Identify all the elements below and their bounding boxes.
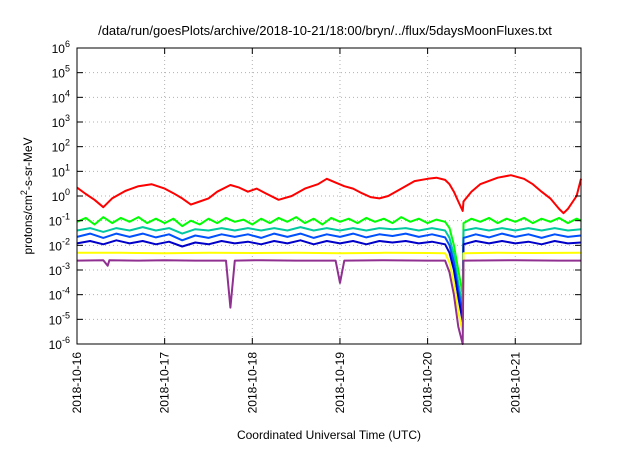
y-tick-label: 106 <box>52 39 70 56</box>
axes: 10-6 10-5 10-4 10-3 10-2 10-1 100 101 102 103 104 1… <box>49 39 581 413</box>
y-tick-label: 104 <box>52 88 70 105</box>
y-tick-label: 105 <box>52 64 70 81</box>
series-line-2 <box>76 216 582 296</box>
series-line-5 <box>76 239 582 323</box>
grid <box>77 48 581 344</box>
y-tick-label: 10-5 <box>49 310 70 327</box>
y-tick-label: 10-2 <box>49 236 70 253</box>
series-line-3 <box>76 226 582 309</box>
x-tick-label: 2018-10-18 <box>245 352 259 414</box>
series-line-4 <box>76 232 582 316</box>
y-tick-label: 10-3 <box>49 261 70 278</box>
x-axis-label: Coordinated Universal Time (UTC) <box>237 428 421 442</box>
y-tick-label: 100 <box>52 187 70 204</box>
y-tick-label: 10-4 <box>49 286 70 303</box>
series-line-1 <box>76 174 582 215</box>
y-tick-label: 102 <box>52 138 70 155</box>
y-tick-label: 101 <box>52 162 70 179</box>
x-tick-label: 2018-10-16 <box>70 352 84 414</box>
series-line-6 <box>77 251 582 334</box>
chart-title: /data/run/goesPlots/archive/2018-10-21/1… <box>98 23 552 38</box>
x-tick-label: 2018-10-17 <box>158 352 172 414</box>
y-tick-label: 10-1 <box>49 212 70 229</box>
series-line-7 <box>76 259 581 345</box>
x-tick-label: 2018-10-20 <box>421 352 435 414</box>
x-tick-label: 2018-10-21 <box>508 352 522 414</box>
series-group <box>76 174 582 345</box>
y-axis-label: protons/cm2-s-sr-MeV <box>19 137 35 254</box>
x-tick-label: 2018-10-19 <box>333 352 347 414</box>
y-tick-label: 10-6 <box>49 335 70 352</box>
y-tick-label: 103 <box>52 113 70 130</box>
